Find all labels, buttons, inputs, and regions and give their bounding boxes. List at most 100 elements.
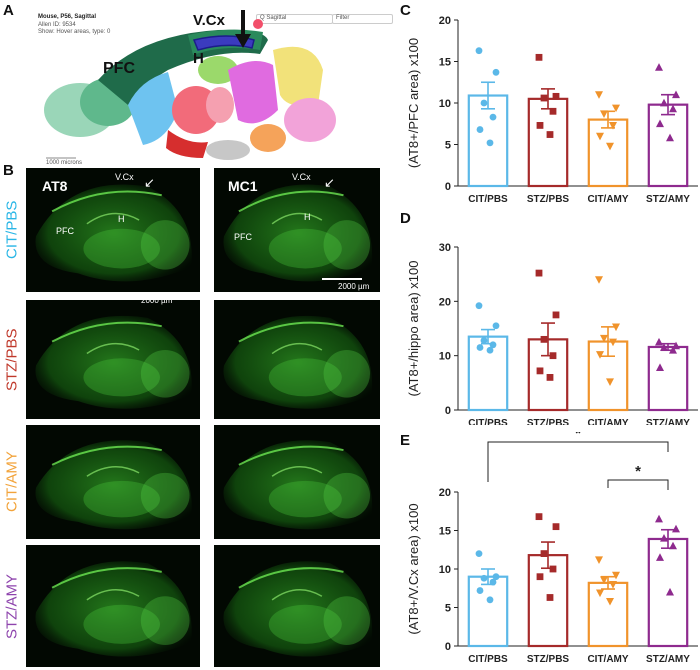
micro-scalebar-label-mc1: 2000 µm (338, 282, 370, 291)
chart-c-bar-2 (527, 97, 569, 188)
chart-c-pfc: 0 5 10 15 20 (AT8+/PFC area) x100 CIT/PBS STZ/P… (406, 15, 698, 205)
chart-d-point (480, 337, 488, 344)
chart-e-point (666, 587, 674, 596)
chart-d-point (549, 352, 557, 360)
chart-e-point (552, 523, 560, 531)
micrograph-mc1-row-1 (214, 168, 380, 292)
micro-h-label-at8: H (118, 214, 125, 224)
chart-c-point (546, 131, 554, 138)
chart-d-point (492, 322, 500, 330)
chart-d-point (606, 378, 614, 386)
chart-c-point (612, 104, 620, 113)
atlas-panel: Mouse, P56, Sagittal Allen ID: 9534 Show… (28, 10, 393, 170)
chart-c-bar-3 (587, 118, 629, 188)
chart-d-ytick-label: 20 (439, 296, 451, 308)
chart-e-xtick-label: CIT/AMY (587, 654, 628, 665)
row-label-cit-pbs: CIT/PBS (3, 200, 21, 260)
micro-scalebar (142, 293, 175, 295)
chart-d-xtick-label: STZ/PBS (527, 418, 570, 425)
chart-c-point (476, 126, 484, 133)
micrograph-mc1-row-3 (214, 425, 380, 539)
chart-c-point (596, 132, 604, 141)
chart-c-point (595, 91, 603, 99)
chart-e-significance-bracket (487, 441, 669, 482)
chart-d-point (552, 311, 560, 319)
panel-letter-b: B (3, 162, 14, 179)
chart-e-point (596, 589, 604, 598)
chart-c-point (606, 142, 614, 151)
micro-vcx-label-mc1: V.Cx (292, 172, 311, 182)
micro-pfc-label-at8: PFC (56, 226, 74, 236)
atlas-meta-line-2: Allen ID: 9534 (38, 22, 76, 28)
chart-d-point (476, 344, 484, 351)
atlas-brain-map (44, 10, 336, 160)
chart-c-ytick-label: 0 (445, 181, 451, 193)
chart-d-point (535, 269, 543, 277)
chart-c-point (475, 47, 483, 55)
chart-e-ytick-label: 10 (439, 564, 451, 576)
atlas-scale-label: 1000 microns (46, 160, 83, 166)
chart-e-ytick-label: 15 (439, 526, 451, 538)
chart-e-point (660, 534, 668, 542)
chart-e-point (480, 574, 488, 582)
atlas-filter-field[interactable]: Filter (332, 14, 393, 24)
chart-c-point (552, 92, 560, 100)
chart-d-point (656, 363, 664, 372)
micrograph-mc1-row-2 (214, 300, 380, 419)
chart-e-significance-star: * (635, 463, 641, 480)
chart-e-point (546, 594, 554, 601)
chart-e-ytick-label: 0 (445, 641, 451, 653)
chart-d-point (489, 341, 497, 349)
chart-c-ytick-label: 20 (439, 15, 451, 27)
chart-c-point (489, 113, 497, 121)
chart-e-point (486, 596, 494, 604)
chart-d-ytick-label: 10 (439, 351, 451, 363)
chart-d-point (672, 341, 680, 350)
atlas-vcx-label: V.Cx (193, 12, 225, 29)
chart-d-hippo: 0 10 20 30 (AT8+/hippo area) x100 CIT/PBS STZ/… (406, 242, 698, 425)
atlas-meta-line-3: Show: Hover areas, type: 0 (38, 29, 111, 35)
chart-c-ytick-label: 15 (439, 57, 451, 69)
chart-c-point (666, 133, 674, 142)
chart-c-point (492, 68, 500, 76)
chart-d-point (660, 343, 668, 351)
chart-c-point (535, 53, 543, 61)
chart-d-xtick-label: STZ/AMY (646, 418, 690, 425)
chart-e-point (549, 565, 557, 573)
chart-d-point (596, 351, 604, 359)
chart-d-ytick-label: 30 (439, 242, 451, 254)
chart-c-xtick-label: CIT/AMY (587, 194, 628, 205)
chart-d-point (540, 335, 548, 343)
micrograph-at8-row-4 (26, 545, 200, 667)
chart-c-point (480, 99, 488, 107)
chart-e-point (492, 573, 500, 581)
chart-c-xtick-label: CIT/PBS (468, 194, 508, 205)
micro-scalebar (322, 278, 362, 280)
chart-e-ytick-label: 5 (445, 603, 451, 615)
chart-e-point (540, 550, 548, 557)
panel-letter-e: E (400, 432, 411, 449)
micro-col-title-mc1: MC1 (228, 178, 258, 194)
chart-e-xtick-label: CIT/PBS (468, 654, 508, 665)
chart-e-point (535, 513, 543, 521)
chart-c-bar-4 (647, 103, 689, 188)
chart-e-significance-bracket (607, 479, 669, 490)
chart-e-point (672, 524, 680, 533)
chart-c-point (600, 110, 608, 118)
chart-d-point (546, 374, 554, 381)
micro-arrow-icon: ↙ (324, 175, 335, 190)
chart-d-point (609, 338, 617, 347)
chart-e-point (609, 581, 617, 589)
micro-vcx-label-at8: V.Cx (115, 172, 134, 182)
chart-d-xtick-label: CIT/PBS (468, 418, 508, 425)
chart-d-point (612, 323, 620, 332)
atlas-title: Mouse, P56, Sagittal (38, 14, 97, 20)
micrograph-mc1-row-4 (214, 545, 380, 667)
row-label-stz-pbs: STZ/PBS (3, 328, 21, 391)
chart-c-point (660, 98, 668, 107)
chart-c-point (655, 63, 663, 71)
chart-d-point (475, 302, 483, 310)
chart-c-point (656, 119, 664, 128)
chart-c-ytick-label: 10 (439, 98, 451, 110)
chart-d-point (536, 367, 544, 375)
